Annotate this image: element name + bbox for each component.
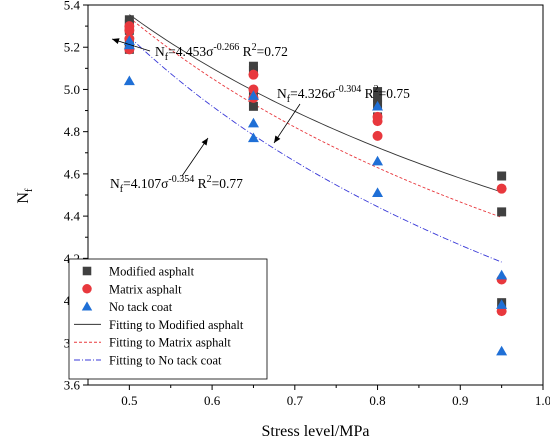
matrix-asphalt-point (372, 130, 383, 141)
x-tick-label: 0.6 (204, 393, 221, 408)
legend: Modified asphalt Matrix asphalt No tack co… (68, 258, 268, 380)
no-tack-coat-point (372, 100, 384, 111)
fit-equation-3: Nf=4.107σ-0.354 R2=0.77 (110, 174, 243, 195)
modified-asphalt-point (248, 101, 258, 111)
fit-curve-1 (129, 14, 502, 193)
y-tick-label: 5.4 (64, 0, 81, 13)
matrix-asphalt-point (248, 84, 259, 95)
x-tick-label: 0.7 (287, 393, 304, 408)
legend-marker (81, 301, 93, 311)
fit-curve-2 (129, 17, 502, 218)
x-tick-label: 1.0 (535, 393, 550, 408)
equation-pointer-2 (273, 103, 301, 144)
legend-marker (82, 284, 92, 294)
y-tick-label: 4.8 (64, 124, 80, 139)
no-tack-coat-point (247, 90, 259, 100)
matrix-asphalt-point (496, 183, 507, 194)
x-tick-label: 0.5 (121, 393, 137, 408)
matrix-asphalt-point (248, 69, 259, 80)
matrix-asphalt-point (372, 116, 383, 127)
legend-marker (82, 266, 92, 276)
no-tack-coat-point (372, 155, 384, 166)
no-tack-coat-point (123, 75, 135, 86)
equation-arrowhead-3 (201, 138, 208, 146)
y-tick-label: 5.2 (64, 40, 80, 55)
y-axis-label: Nf (15, 188, 35, 204)
legend-label: Fitting to No tack coat (109, 354, 222, 368)
legend-label: Fitting to Matrix asphalt (109, 336, 231, 350)
modified-asphalt-point (373, 87, 383, 97)
x-axis-label: Stress level/MPa (262, 423, 370, 440)
y-tick-label: 3.6 (64, 378, 81, 393)
no-tack-coat-point (247, 117, 259, 128)
fit-equation-1: Nf=4.453σ-0.266 R2=0.72 (155, 42, 288, 63)
fit-equation-2: Nf=4.326σ-0.304 R2=0.75 (277, 84, 410, 105)
fit-curve-3 (129, 36, 502, 263)
y-tick-label: 4.6 (64, 166, 81, 181)
no-tack-coat-point (496, 299, 508, 309)
equation-arrowhead-1 (112, 38, 120, 44)
equation-arrowhead-2 (274, 135, 281, 143)
y-tick-label: 5.0 (64, 82, 80, 97)
y-tick-label: 4.4 (64, 209, 81, 224)
legend-box (68, 258, 268, 380)
no-tack-coat-point (247, 132, 259, 143)
legend-label: Modified asphalt (109, 265, 195, 279)
y-axis-label-subscript: f (23, 188, 35, 192)
no-tack-coat-point (496, 269, 508, 280)
equation-pointer-3 (181, 137, 209, 177)
legend-label: No tack coat (109, 300, 173, 314)
legend-label: Fitting to Modified asphalt (109, 318, 244, 332)
modified-asphalt-point (497, 171, 507, 181)
x-tick-label: 0.9 (452, 393, 468, 408)
x-tick-label: 0.8 (369, 393, 385, 408)
modified-asphalt-point (373, 93, 383, 103)
no-tack-coat-point (372, 187, 384, 198)
legend-label: Matrix asphalt (109, 282, 182, 296)
matrix-asphalt-point (124, 25, 135, 36)
no-tack-coat-point (496, 345, 508, 356)
modified-asphalt-point (497, 207, 507, 217)
